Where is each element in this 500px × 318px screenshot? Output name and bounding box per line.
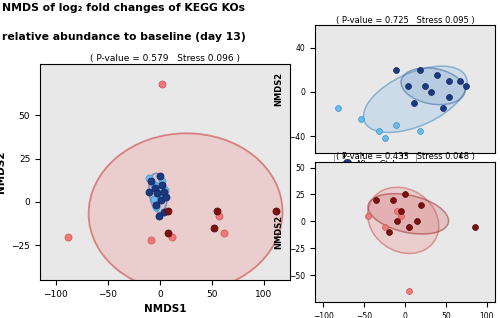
X-axis label: NMDS1: NMDS1 (144, 304, 186, 314)
Point (444, 78, 452, 83)
Point (427, 89, 435, 94)
Text: relative abundance to baseline (day 13): relative abundance to baseline (day 13) (2, 32, 246, 42)
Point (384, 230, 392, 235)
Point (164, 231, 172, 236)
Point (146, 189, 154, 194)
Ellipse shape (88, 133, 282, 292)
Point (152, 184, 160, 189)
Point (404, 84, 412, 89)
Point (462, 84, 470, 89)
Ellipse shape (368, 187, 439, 253)
Point (444, 95, 452, 100)
X-axis label: NMDS1: NMDS1 (388, 177, 422, 186)
Point (158, 179, 166, 184)
Point (393, 219, 401, 224)
Point (364, 213, 372, 218)
Point (392, 122, 400, 128)
Point (64, 234, 72, 239)
Point (416, 67, 424, 72)
Point (215, 213, 223, 218)
Text: NMDS of log₂ fold changes of KEGG KOs: NMDS of log₂ fold changes of KEGG KOs (2, 3, 246, 13)
Point (414, 219, 422, 224)
Ellipse shape (364, 66, 467, 133)
Point (154, 191, 162, 196)
Point (405, 224, 413, 229)
Point (160, 210, 168, 215)
Point (148, 179, 156, 184)
Point (157, 198, 165, 203)
Point (358, 117, 366, 122)
Point (397, 208, 405, 213)
Point (416, 128, 424, 133)
Point (162, 194, 170, 199)
Point (401, 192, 409, 197)
Point (157, 196, 165, 201)
Point (422, 84, 430, 89)
Point (393, 208, 401, 213)
Title: ( P-value = 0.433   Stress 0.048 ): ( P-value = 0.433 Stress 0.048 ) (336, 152, 474, 162)
Point (152, 191, 160, 196)
Ellipse shape (368, 194, 448, 234)
Point (164, 208, 172, 213)
Point (334, 106, 342, 111)
Point (152, 205, 160, 210)
Point (375, 128, 383, 133)
Point (158, 182, 166, 187)
Point (372, 197, 380, 202)
Point (150, 182, 158, 187)
Point (397, 213, 405, 218)
Point (168, 234, 176, 239)
Point (161, 187, 169, 192)
Point (405, 289, 413, 294)
Point (150, 196, 158, 201)
Point (405, 224, 413, 229)
Title: ( P-value = 0.725   Stress 0.095 ): ( P-value = 0.725 Stress 0.095 ) (336, 16, 474, 25)
Point (160, 189, 168, 194)
Ellipse shape (149, 173, 167, 213)
Point (470, 224, 478, 229)
Point (380, 136, 388, 141)
Point (456, 78, 464, 83)
Point (388, 197, 396, 202)
Point (150, 186, 158, 191)
Point (148, 238, 156, 243)
Legend: After_Ctrl, After_DSS, Before_Ctrl, Before_DSS: After_Ctrl, After_DSS, Before_Ctrl, Befo… (334, 142, 416, 211)
Y-axis label: NMDS2: NMDS2 (274, 72, 283, 106)
Point (146, 175, 154, 180)
Point (213, 208, 221, 213)
Point (433, 73, 441, 78)
Point (418, 203, 426, 208)
Point (155, 213, 163, 218)
Point (158, 82, 166, 87)
Point (210, 225, 218, 231)
Title: ( P-value = 0.579   Stress 0.096 ): ( P-value = 0.579 Stress 0.096 ) (90, 54, 240, 63)
Y-axis label: NMDS2: NMDS2 (0, 150, 6, 193)
Point (152, 203, 160, 208)
Ellipse shape (401, 68, 465, 105)
Point (410, 100, 418, 105)
Point (380, 224, 388, 229)
Point (272, 208, 280, 213)
Point (156, 174, 164, 179)
Point (438, 106, 446, 111)
Point (220, 231, 228, 236)
Y-axis label: NMDS2: NMDS2 (274, 215, 283, 249)
Point (392, 67, 400, 72)
